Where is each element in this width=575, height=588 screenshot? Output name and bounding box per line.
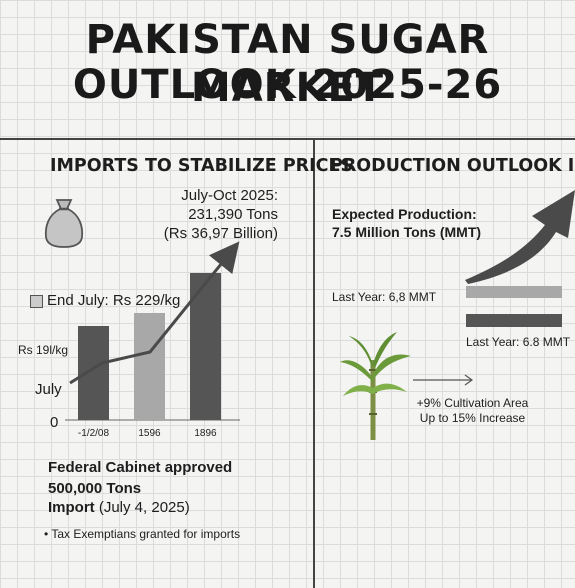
bar-label-1: -1/2/08 — [78, 428, 110, 439]
bar-label-2: 1596 — [138, 428, 161, 439]
right-arrow-icon — [413, 374, 474, 386]
bar-3 — [190, 273, 221, 420]
bar-label-3: 1896 — [194, 428, 217, 439]
expected-label: Expected Production: — [332, 206, 477, 222]
sack-icon — [44, 199, 84, 248]
last-year-bar — [466, 286, 562, 298]
cabinet-line-2: 500,000 Tons — [48, 480, 142, 497]
import-tons: 231,390 Tons — [188, 206, 278, 223]
bar-2 — [134, 313, 165, 420]
imports-bar-chart: -1/2/08 1596 1896 — [65, 273, 240, 439]
cabinet-line-3: Import — [48, 499, 95, 516]
cultivation-line-2: Up to 15% Increase — [419, 411, 526, 425]
import-period: July-Oct 2025: — [181, 187, 278, 204]
price-start-label: Rs 19l/kg — [18, 343, 69, 357]
imports-heading: IMPORTS TO STABILIZE PRICES — [50, 156, 354, 176]
import-value: (Rs 36,97 Billion) — [163, 225, 278, 242]
expected-value: 7.5 Million Tons (MMT) — [332, 224, 482, 240]
last-year-label-1: Last Year: 6,8 MMT — [332, 290, 437, 304]
bullet-item: • Tax Exemptians granted for imports — [44, 527, 241, 541]
sugarcane-icon — [340, 332, 411, 440]
cabinet-date: (July 4, 2025) — [98, 499, 190, 516]
production-heading: PRODUCTION OUTLOOK IMPROVE — [330, 156, 575, 176]
growth-arrow-icon — [465, 190, 575, 284]
bullet-text: Tax Exemptians granted for imports — [51, 527, 241, 541]
bar-1 — [78, 326, 109, 420]
cabinet-line-1: Federal Cabinet approved — [48, 459, 233, 476]
expected-production-bar — [466, 314, 562, 327]
page-title-line-1: PAKISTAN SUGAR MARKET — [85, 17, 490, 111]
page-title-line-2: OUTLOOK 2025-26 — [72, 62, 503, 108]
square-marker-icon — [30, 295, 43, 308]
column-divider — [313, 140, 315, 588]
cultivation-line-1: +9% Cultivation Area — [416, 396, 529, 410]
chart-zero-label: 0 — [50, 414, 59, 431]
july-label: July — [35, 381, 62, 398]
last-year-label-2: Last Year: 6.8 MMT — [466, 335, 571, 349]
header-divider — [0, 138, 575, 140]
